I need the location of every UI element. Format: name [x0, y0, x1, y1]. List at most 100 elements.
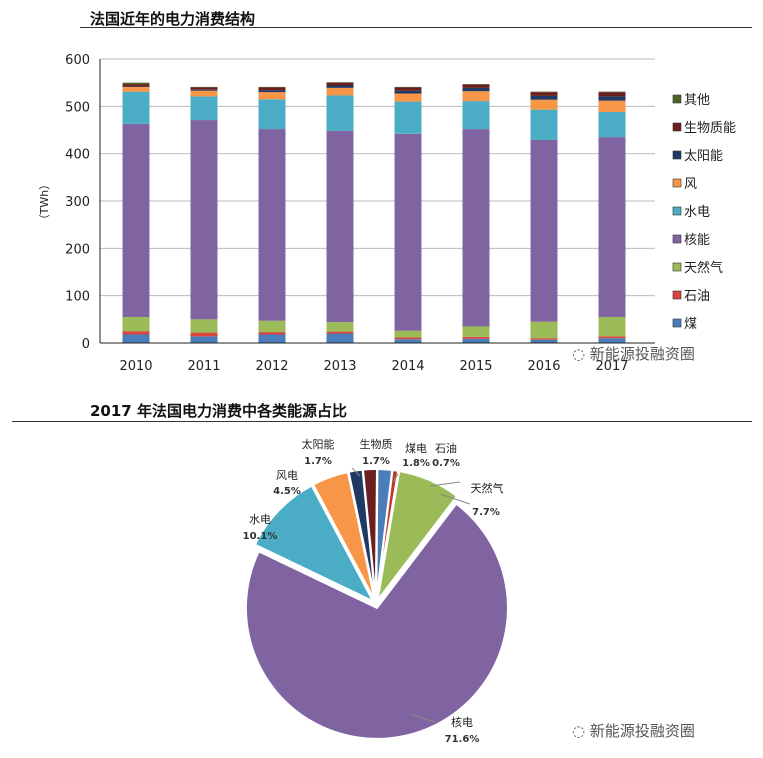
slice-percent-label: 7.7%	[472, 507, 500, 518]
bar-segment-水电	[394, 101, 422, 134]
bar-segment-生物质能	[122, 84, 150, 87]
y-tick-label: 300	[65, 195, 90, 210]
bar-segment-其他	[462, 84, 490, 85]
bar-segment-水电	[530, 109, 558, 140]
bar-segment-石油	[598, 336, 626, 339]
bar-segment-风	[258, 92, 286, 100]
bar-segment-煤	[530, 339, 558, 343]
bar-segment-核能	[258, 129, 286, 321]
leader-line	[439, 493, 471, 505]
legend-swatch	[672, 122, 682, 132]
x-tick-label: 2011	[187, 359, 220, 374]
leader-line	[392, 473, 399, 483]
bar-segment-核能	[598, 137, 626, 317]
legend-swatch	[672, 234, 682, 244]
bar-segment-太阳能	[530, 95, 558, 100]
slice-percent-label: 0.7%	[432, 458, 460, 469]
bar-segment-太阳能	[462, 87, 490, 92]
bar-segment-其他	[326, 82, 354, 83]
wechat-icon: ◌	[572, 345, 590, 363]
y-tick-label: 600	[65, 53, 90, 68]
bar-segment-核能	[530, 139, 558, 322]
bar-segment-水电	[122, 91, 150, 124]
title-divider-2	[12, 421, 752, 422]
slice-percent-label: 1.7%	[362, 456, 390, 467]
slice-name-label: 核电	[451, 715, 473, 729]
bar-segment-风	[326, 87, 354, 96]
bar-segment-其他	[258, 86, 286, 88]
bar-segment-太阳能	[122, 86, 150, 87]
bar-segment-生物质能	[258, 87, 286, 91]
bar-segment-水电	[190, 96, 218, 121]
legend-label: 太阳能	[684, 149, 723, 164]
x-tick-label: 2012	[255, 359, 288, 374]
pie-slice-生物质	[361, 468, 378, 601]
legend-swatch	[672, 94, 682, 104]
x-tick-label: 2016	[527, 359, 560, 374]
slice-percent-label: 4.5%	[273, 486, 301, 497]
bar-chart-title: 法国近年的电力消费结构	[90, 10, 256, 28]
bar-segment-天然气	[598, 316, 626, 337]
bar-segment-核能	[326, 130, 354, 323]
bar-segment-风	[394, 93, 422, 102]
bar-segment-石油	[530, 338, 558, 340]
bar-segment-生物质能	[394, 87, 422, 91]
slice-percent-label: 71.6%	[445, 734, 480, 745]
leader-line	[429, 481, 461, 487]
legend-label: 石油	[684, 289, 710, 304]
bar-segment-水电	[258, 99, 286, 130]
y-tick-label: 400	[65, 148, 90, 163]
bar-segment-天然气	[122, 316, 150, 332]
bar-segment-煤	[258, 334, 286, 343]
legend-label: 风	[684, 177, 697, 192]
slice-name-label: 煤电	[405, 442, 427, 455]
bar-segment-石油	[122, 331, 150, 335]
legend-swatch	[672, 206, 682, 216]
bar-segment-太阳能	[598, 96, 626, 101]
title-divider	[80, 27, 752, 28]
bar-segment-生物质能	[462, 84, 490, 88]
x-tick-label: 2010	[119, 359, 152, 374]
bar-segment-煤	[190, 336, 218, 343]
y-tick-label: 500	[65, 100, 90, 115]
legend-label: 生物质能	[684, 121, 736, 136]
bar-segment-天然气	[190, 319, 218, 333]
bar-segment-水电	[326, 95, 354, 131]
bar-segment-石油	[190, 332, 218, 337]
bar-segment-其他	[122, 82, 150, 85]
slice-name-label: 水电	[249, 513, 271, 526]
leader-line	[409, 713, 436, 723]
legend-swatch	[672, 262, 682, 272]
watermark-text: 新能源投融资圈	[589, 722, 695, 740]
legend-label: 核能	[684, 233, 710, 248]
bar-segment-煤	[326, 333, 354, 343]
bar-segment-太阳能	[326, 85, 354, 88]
y-tick-label: 100	[65, 290, 90, 305]
bar-segment-其他	[190, 86, 218, 88]
bar-segment-煤	[462, 338, 490, 343]
slice-percent-label: 1.7%	[304, 456, 332, 467]
bar-segment-生物质能	[598, 92, 626, 97]
slice-name-label: 天然气	[471, 481, 504, 495]
bar-segment-生物质能	[190, 87, 218, 90]
x-tick-label: 2013	[323, 359, 356, 374]
watermark-top: ◌ 新能源投融资圈	[572, 343, 695, 364]
legend-label: 天然气	[684, 260, 723, 276]
bar-segment-水电	[598, 112, 626, 138]
bar-segment-风	[462, 91, 490, 102]
bar-segment-核能	[462, 129, 490, 327]
pie-slice-天然气	[376, 469, 459, 601]
pie-slice-石油	[375, 468, 400, 601]
bar-segment-煤	[394, 339, 422, 343]
bar-segment-太阳能	[190, 89, 218, 91]
bar-segment-核能	[122, 123, 150, 317]
legend-label: 水电	[684, 205, 710, 220]
bar-segment-太阳能	[258, 90, 286, 93]
y-axis-label: （TWh）	[38, 179, 51, 226]
slice-name-label: 太阳能	[302, 437, 335, 451]
legend-swatch	[672, 178, 682, 188]
y-tick-label: 200	[65, 242, 90, 257]
bar-segment-核能	[394, 133, 422, 331]
bar-segment-天然气	[258, 320, 286, 333]
